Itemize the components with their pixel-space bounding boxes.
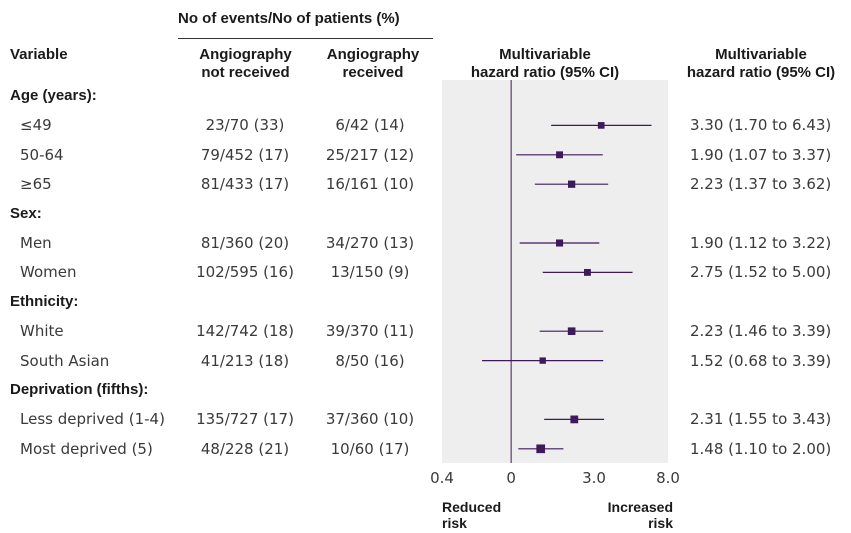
- point-estimate-marker: [567, 327, 576, 336]
- not-received-cell: 102/595 (16): [196, 263, 294, 282]
- reduced-risk-label: risk: [442, 515, 467, 531]
- hr-column-header-line1: Multivariable: [715, 46, 807, 63]
- point-estimate-marker: [536, 444, 546, 454]
- row-label: ≥65: [20, 175, 52, 194]
- row-label: South Asian: [20, 351, 110, 370]
- point-estimate-marker: [584, 268, 591, 276]
- hazard-ratio-text: 1.90 (1.12 to 3.22): [690, 234, 832, 252]
- hazard-ratio-text: 3.30 (1.70 to 6.43): [690, 116, 832, 135]
- plot-column-header-line2: hazard ratio (95% CI): [470, 64, 620, 81]
- not-received-cell: 135/727 (17): [196, 410, 294, 429]
- x-tick-label: 3.0: [582, 469, 606, 487]
- point-estimate-marker: [567, 180, 576, 188]
- not-received-header: Angiography not received: [178, 46, 313, 82]
- row-label: 50-64: [20, 145, 64, 164]
- group-heading: Age (years):: [10, 87, 97, 104]
- x-tick-label: 8.0: [656, 469, 680, 487]
- increased-risk-label: risk: [648, 515, 673, 531]
- plot-column-header: Multivariable hazard ratio (95% CI): [430, 46, 660, 82]
- group-heading: Sex:: [10, 204, 42, 222]
- row-label: Women: [20, 263, 77, 282]
- point-estimate-marker: [539, 357, 546, 364]
- not-received-cell: 142/742 (18): [196, 322, 294, 341]
- not-received-cell: 81/360 (20): [200, 234, 290, 252]
- received-header-line2: received: [342, 64, 404, 81]
- hazard-ratio-text: 2.31 (1.55 to 3.43): [690, 410, 832, 429]
- received-cell: 39/370 (11): [325, 322, 415, 341]
- row-label: ≤49: [20, 116, 52, 135]
- received-cell: 16/161 (10): [325, 175, 415, 194]
- row-label: Less deprived (1-4): [20, 410, 165, 429]
- events-span-rule: [178, 38, 433, 39]
- group-heading: Ethnicity:: [10, 292, 79, 310]
- plot-panel: [442, 80, 668, 463]
- point-estimate-marker: [570, 415, 579, 424]
- hazard-ratio-text: 1.52 (0.68 to 3.39): [690, 351, 832, 370]
- not-received-cell: 48/228 (21): [200, 439, 290, 458]
- received-cell: 37/360 (10): [325, 410, 415, 429]
- point-estimate-marker: [597, 122, 605, 129]
- events-span-header: No of events/No of patients (%): [178, 10, 400, 27]
- received-cell: 10/60 (17): [330, 439, 410, 458]
- reduced-risk-label: Reduced: [442, 499, 501, 515]
- not-received-cell: 79/452 (17): [200, 145, 290, 164]
- row-label: White: [20, 322, 64, 341]
- hr-column-header-line2: hazard ratio (95% CI): [686, 64, 836, 81]
- increased-risk-label: Increased: [608, 499, 673, 515]
- hazard-ratio-text: 1.90 (1.07 to 3.37): [690, 145, 832, 164]
- received-header-line1: Angiography: [326, 46, 420, 63]
- not-received-header-line2: not received: [201, 64, 290, 81]
- not-received-cell: 81/433 (17): [200, 175, 290, 194]
- received-cell: 34/270 (13): [325, 234, 415, 252]
- hr-column-header: Multivariable hazard ratio (95% CI): [672, 46, 850, 82]
- x-tick-label: 0.4: [430, 469, 454, 487]
- hazard-ratio-text: 2.75 (1.52 to 5.00): [690, 263, 832, 282]
- received-header: Angiography received: [308, 46, 438, 82]
- received-cell: 25/217 (12): [325, 145, 415, 164]
- hazard-ratio-text: 2.23 (1.46 to 3.39): [690, 322, 832, 341]
- point-estimate-marker: [556, 151, 564, 159]
- row-label: Men: [20, 234, 52, 252]
- point-estimate-marker: [556, 239, 564, 247]
- received-cell: 8/50 (16): [335, 351, 405, 370]
- not-received-cell: 23/70 (33): [205, 116, 285, 135]
- not-received-cell: 41/213 (18): [200, 351, 290, 370]
- hazard-ratio-text: 1.48 (1.10 to 2.00): [690, 439, 832, 458]
- received-cell: 6/42 (14): [335, 116, 405, 135]
- hazard-ratio-text: 2.23 (1.37 to 3.62): [690, 175, 832, 194]
- plot-column-header-line1: Multivariable: [499, 46, 591, 63]
- x-tick-label: 0: [506, 469, 516, 487]
- variable-header: Variable: [10, 46, 68, 63]
- group-heading: Deprivation (fifths):: [10, 381, 149, 398]
- row-label: Most deprived (5): [20, 439, 153, 458]
- received-cell: 13/150 (9): [330, 263, 410, 282]
- not-received-header-line1: Angiography: [199, 46, 292, 63]
